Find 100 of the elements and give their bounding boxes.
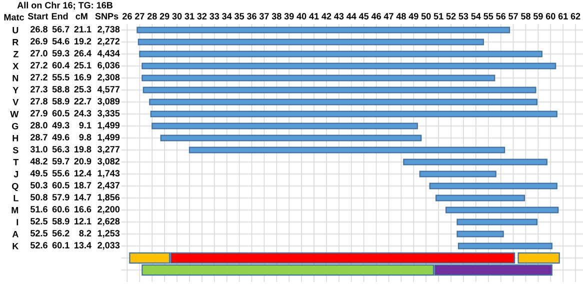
text: 1,743	[98, 170, 120, 178]
y-tick-label: M	[12, 207, 18, 214]
text: 18.7	[74, 182, 92, 188]
text: 26.8	[30, 26, 48, 32]
x-tick-label: 55	[484, 13, 494, 20]
bar	[139, 50, 542, 58]
text: 26.4	[74, 50, 92, 56]
chart-title: All on Chr 16; TG: 16B	[17, 2, 112, 10]
text: 3,089	[98, 98, 120, 106]
y-tick-label: I	[16, 219, 18, 226]
text: 1,253	[98, 230, 120, 238]
text: 55.5	[52, 74, 70, 80]
text: 27.2	[30, 74, 48, 80]
text: 26.9	[30, 38, 48, 44]
text: 19.8	[74, 146, 92, 152]
bar	[445, 206, 559, 214]
x-tick-label: 51	[434, 13, 444, 20]
x-tick-label: 60	[546, 13, 556, 20]
x-tick-label: cM	[76, 13, 88, 20]
y-tick-label: T	[13, 159, 19, 166]
x-tick-label: 47	[384, 13, 394, 20]
text: 25.1	[74, 62, 92, 68]
text: 58.8	[52, 86, 70, 92]
y-tick-label: Z	[13, 51, 18, 58]
y-axis-title: Matc	[4, 14, 24, 20]
x-tick-label: 48	[396, 13, 406, 20]
bar	[403, 158, 548, 166]
text: 2,628	[98, 218, 120, 226]
x-tick-label: 59	[533, 13, 543, 20]
text: 4,434	[97, 50, 120, 58]
text: 27.9	[30, 110, 48, 116]
x-tick-label: 35	[234, 13, 244, 20]
bar	[149, 98, 538, 106]
text: 49.5	[30, 170, 48, 176]
y-tick-label: W	[10, 111, 19, 118]
x-tick-label: 39	[284, 13, 294, 20]
text: 6,036	[98, 62, 120, 70]
text: 12.1	[74, 218, 92, 224]
x-tick-label: SNPs	[95, 13, 118, 20]
bar	[136, 26, 510, 34]
x-tick-label: 61	[558, 13, 568, 20]
text: 20.9	[74, 158, 92, 164]
x-tick-label: 54	[471, 13, 481, 20]
text: 16.9	[74, 74, 92, 80]
text: 14.7	[74, 194, 92, 200]
x-tick-label: 45	[358, 13, 369, 20]
text: 19.2	[74, 38, 92, 44]
text: 52.5	[30, 230, 48, 236]
x-tick-label: 42	[322, 13, 332, 20]
y-tick-label: X	[12, 63, 19, 70]
y-tick-label: S	[12, 146, 18, 154]
text: 25.3	[74, 86, 92, 92]
text: 22.7	[74, 98, 92, 104]
text: 2,200	[98, 206, 120, 214]
x-tick-label: 29	[160, 13, 170, 20]
text: 31.0	[30, 146, 48, 152]
x-tick-label: 53	[458, 13, 468, 20]
y-tick-label: N	[12, 75, 18, 82]
text: 56.7	[52, 26, 70, 32]
x-tick-label: 62	[570, 13, 580, 20]
text: 52.6	[30, 242, 48, 248]
y-tick-label: G	[12, 122, 18, 130]
y-tick-label: V	[12, 99, 19, 106]
text: 60.1	[52, 242, 70, 248]
bar	[150, 110, 558, 118]
text: 51.6	[30, 206, 48, 212]
text: 60.5	[52, 182, 70, 188]
bar	[160, 134, 422, 142]
text: 49.3	[52, 122, 70, 128]
text: 50.3	[30, 182, 48, 188]
text: 27.2	[30, 62, 48, 68]
text: 9.8	[79, 134, 92, 140]
y-tick-label: Y	[12, 87, 19, 94]
y-tick-label: J	[14, 171, 18, 178]
x-tick-label: 30	[172, 13, 182, 20]
x-tick-label: 40	[296, 13, 306, 20]
text: 60.5	[52, 110, 70, 116]
bar	[456, 218, 538, 226]
y-tick-label: L	[14, 195, 18, 202]
text: 27.3	[30, 86, 48, 92]
bar	[138, 38, 484, 46]
x-tick-label: 27	[134, 13, 144, 20]
text: 58.9	[52, 218, 70, 224]
bar	[429, 182, 558, 190]
text: 24.3	[74, 110, 92, 116]
text: 48.2	[30, 158, 48, 164]
text: 3,082	[98, 158, 120, 166]
x-tick-label: 34	[222, 13, 232, 20]
x-tick-label: 32	[197, 13, 207, 20]
y-tick-label: Q	[12, 182, 18, 192]
x-tick-label: 52	[446, 13, 456, 20]
x-tick-label: 43	[334, 13, 344, 20]
text: 12.4	[74, 170, 92, 176]
bar	[188, 146, 506, 154]
text: 60.4	[52, 62, 70, 68]
x-tick-label: 50	[421, 13, 431, 20]
text: 21.1	[74, 26, 92, 32]
x-tick-label: 38	[272, 13, 282, 20]
x-tick-label: 46	[371, 13, 381, 20]
text: 60.6	[52, 206, 70, 212]
